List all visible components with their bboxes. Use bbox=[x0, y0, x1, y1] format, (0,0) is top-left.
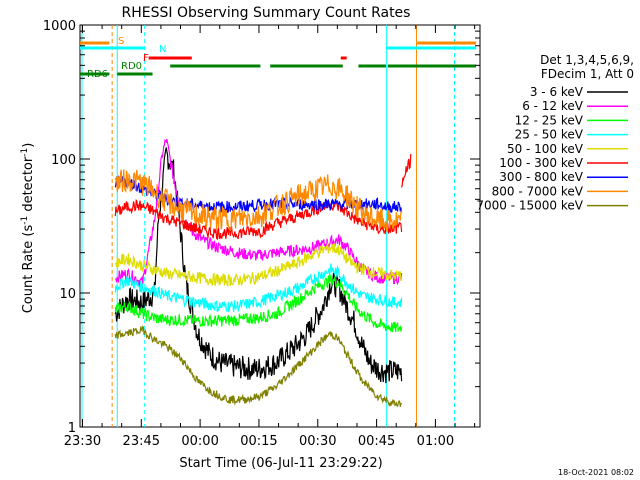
y-tick-label-3: 1000 bbox=[43, 19, 76, 34]
legend: Det 1,3,4,5,6,9, FDecim 1, Att 0 3 - 6 k… bbox=[476, 53, 634, 213]
x-tick-label-2: 00:00 bbox=[181, 434, 218, 449]
y-tick-label-1: 10 bbox=[59, 287, 76, 302]
legend-label-4: 50 - 100 keV bbox=[507, 142, 584, 156]
x-tick-label-3: 00:15 bbox=[240, 434, 277, 449]
series-line-4 bbox=[114, 242, 403, 288]
chart-title: RHESSI Observing Summary Count Rates bbox=[122, 5, 411, 21]
legend-header-2: FDecim 1, Att 0 bbox=[541, 67, 634, 81]
legend-header-1: Det 1,3,4,5,6,9, bbox=[540, 53, 634, 67]
x-tick-label-1: 23:45 bbox=[123, 434, 160, 449]
series-line-7 bbox=[114, 169, 403, 232]
y-label-superscript: -1 bbox=[20, 216, 30, 225]
timestamp: 18-Oct-2021 08:02 bbox=[558, 468, 634, 477]
y-label-superscript-2: -1 bbox=[20, 148, 30, 157]
y-label-main: Count Rate (s bbox=[21, 225, 36, 314]
x-tick-label-5: 00:45 bbox=[358, 434, 395, 449]
flag-label-f: F bbox=[143, 53, 149, 64]
flag-label-s: S bbox=[118, 36, 124, 47]
x-tick-label-4: 00:30 bbox=[299, 434, 336, 449]
legend-label-8: 7000 - 15000 keV bbox=[476, 199, 583, 213]
legend-label-0: 3 - 6 keV bbox=[530, 85, 584, 99]
y-label-close: ) bbox=[21, 143, 36, 148]
flag-label-rd6: RD6 bbox=[87, 69, 108, 80]
series-line-1 bbox=[114, 138, 403, 287]
series-line-9 bbox=[401, 154, 412, 188]
series-line-3 bbox=[114, 263, 403, 312]
series-line-5 bbox=[114, 199, 403, 241]
y-tick-label-0: 1 bbox=[68, 421, 76, 436]
series-group bbox=[114, 138, 412, 407]
x-axis-label: Start Time (06-Jul-11 23:29:22) bbox=[179, 456, 382, 471]
legend-label-5: 100 - 300 keV bbox=[499, 156, 583, 170]
x-tick-label-6: 01:00 bbox=[417, 434, 454, 449]
flag-label-rd0: RD0 bbox=[121, 61, 142, 72]
legend-label-7: 800 - 7000 keV bbox=[492, 184, 584, 198]
legend-label-2: 12 - 25 keV bbox=[515, 113, 584, 127]
y-tick-label-2: 100 bbox=[51, 153, 76, 168]
y-axis-label: Count Rate (s-1 detector-1) bbox=[20, 143, 36, 314]
legend-label-3: 25 - 50 keV bbox=[515, 128, 584, 142]
x-tick-label-0: 23:30 bbox=[64, 434, 101, 449]
series-line-0 bbox=[114, 147, 403, 384]
series-line-2 bbox=[114, 274, 403, 333]
y-label-unit: detector bbox=[21, 156, 36, 216]
series-line-8 bbox=[114, 325, 403, 407]
legend-label-6: 300 - 800 keV bbox=[499, 170, 583, 184]
legend-label-1: 6 - 12 keV bbox=[522, 99, 584, 113]
flag-label-n: N bbox=[159, 44, 166, 55]
plot-frame bbox=[79, 24, 481, 428]
